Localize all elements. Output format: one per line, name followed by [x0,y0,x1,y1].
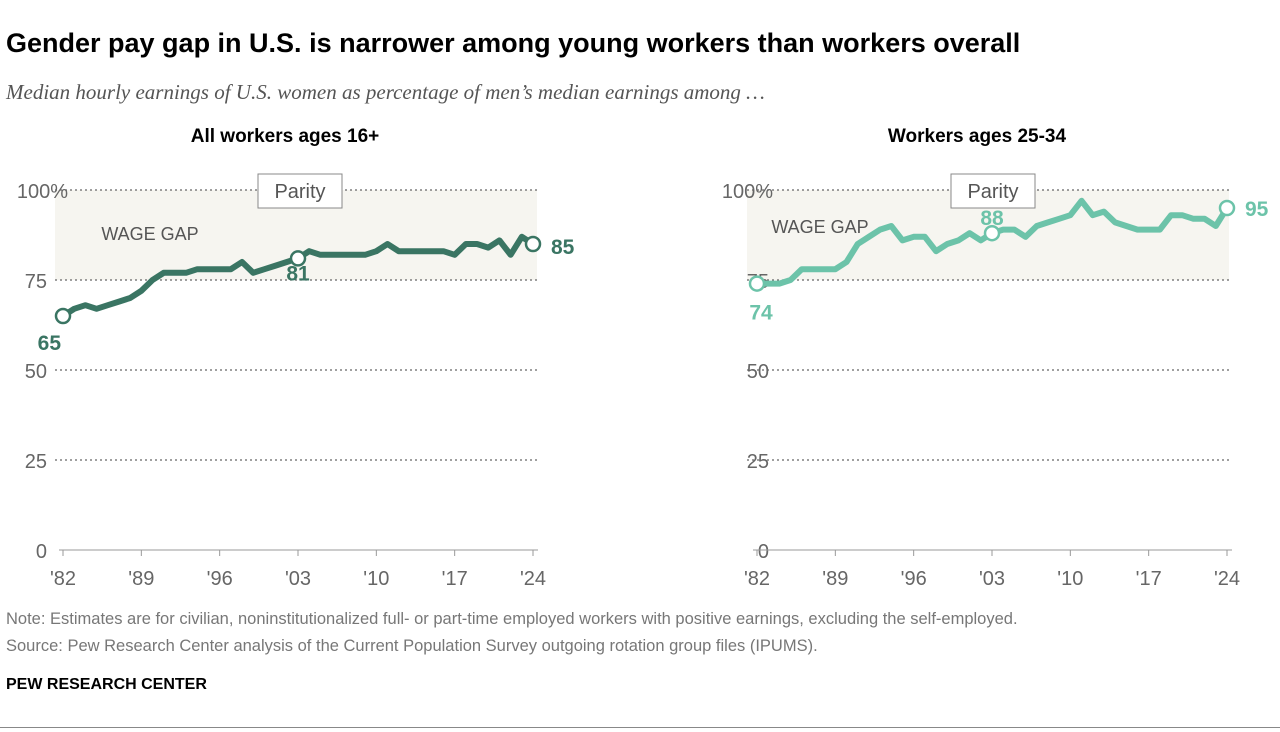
data-label: 74 [749,302,773,325]
source-text: Source: Pew Research Center analysis of … [6,637,818,655]
highlight-marker [289,250,307,267]
x-tick-label: '96 [207,568,233,590]
highlight-marker [54,307,72,325]
data-label: 88 [980,207,1004,230]
highlight-marker [748,275,766,292]
y-tick-label: 100% [17,181,68,203]
x-tick-label: '03 [285,568,311,590]
y-tick-label: 0 [36,541,47,563]
panel-title: Workers ages 25-34 [888,126,1067,147]
chart-panel-2: Workers ages 25-340255075100%'82'89'96'0… [722,126,1269,590]
y-tick-label: 0 [758,541,769,563]
y-tick-label: 50 [747,361,769,383]
charts-area: All workers ages 16+ 0 25 50 75 100% '82 '89 '96… [17,126,1269,590]
parity-label: Parity [274,181,325,203]
chart-panel-1: All workers ages 16+ 0 25 50 75 100% '82 '89 '96… [17,126,575,590]
x-tick-label: '82 [744,568,770,590]
data-label: 81 [286,262,310,285]
x-tick-label: '89 [822,568,848,590]
x-tick-label: '17 [1136,568,1162,590]
x-tick-label: '10 [363,568,389,590]
y-tick-label: 75 [25,271,47,293]
y-tick-label: 25 [25,451,47,473]
y-tick-label: 25 [747,451,769,473]
wage-gap-label: WAGE GAP [101,224,198,244]
data-label: 65 [38,332,62,355]
x-tick-label: '10 [1057,568,1083,590]
brand-logo-text: PEW RESEARCH CENTER [6,676,207,693]
x-tick-label: '82 [50,568,76,590]
parity-box [950,173,1036,209]
y-tick-label: 50 [25,361,47,383]
panel-title: All workers ages 16+ [191,126,380,147]
parity-label: Parity [967,181,1018,203]
x-tick-label: '89 [128,568,154,590]
x-tick-label: '24 [1214,568,1240,590]
data-label: 95 [1245,198,1269,221]
highlight-marker [1218,199,1236,217]
note-text: Note: Estimates are for civilian, nonins… [6,610,1018,628]
highlight-marker [524,235,542,253]
x-tick-label: '24 [520,568,546,590]
x-tick-label: '17 [442,568,468,590]
chart-subtitle: Median hourly earnings of U.S. women as … [6,80,765,104]
y-tick-label: 100% [722,181,773,203]
chart-title: Gender pay gap in U.S. is narrower among… [6,28,1021,58]
highlight-marker [983,224,1001,242]
parity-box [257,173,343,209]
wage-gap-label: WAGE GAP [771,217,868,237]
x-tick-label: '96 [901,568,927,590]
bottom-rule [0,727,1280,728]
data-label: 85 [551,236,575,259]
x-tick-label: '03 [979,568,1005,590]
